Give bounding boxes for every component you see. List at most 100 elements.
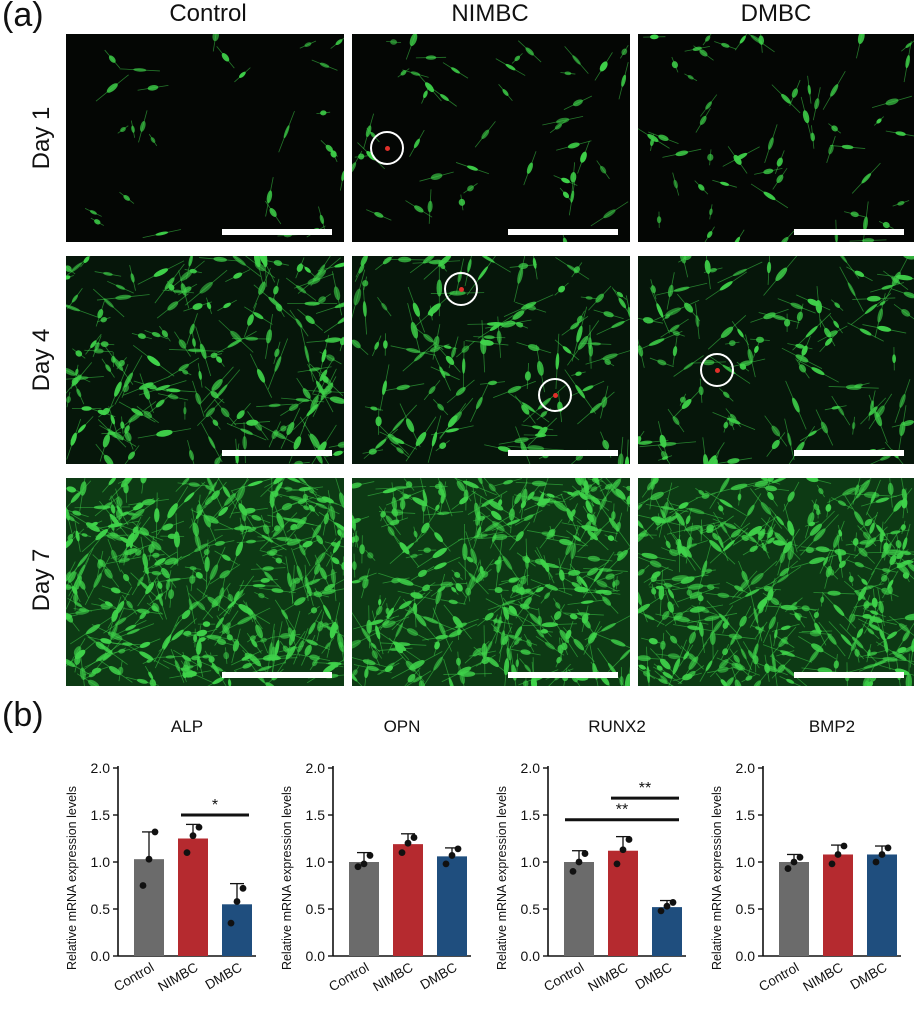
row-label-day-1: Day 1: [28, 38, 56, 238]
data-point: [146, 856, 153, 863]
cell: [427, 189, 434, 224]
cell: [692, 44, 715, 63]
cell: [365, 207, 392, 222]
column-label-dmbc: DMBC: [636, 0, 916, 28]
cell: [495, 57, 526, 77]
data-point: [582, 850, 589, 857]
cell: [750, 182, 789, 210]
cell: [595, 159, 612, 180]
cell: [103, 48, 122, 69]
cell: [693, 179, 710, 196]
data-point: [570, 868, 577, 875]
cell: [873, 115, 885, 127]
cell: [703, 226, 716, 242]
chart-title: ALP: [171, 717, 203, 736]
cell-field: [352, 478, 630, 686]
cell: [850, 237, 887, 242]
cell: [754, 166, 783, 177]
cell: [511, 52, 524, 65]
bar-nimbc: [823, 854, 853, 956]
cell: [712, 179, 737, 189]
panel-a-label: (a): [2, 0, 44, 35]
chart-title: OPN: [384, 717, 421, 736]
micrograph-dmbc-day-7: [638, 478, 914, 686]
cell: [560, 71, 575, 76]
cell: [699, 93, 719, 117]
cell: [669, 56, 681, 74]
cell: [827, 121, 843, 135]
column-label-control: Control: [68, 0, 348, 28]
scale-bar: [508, 672, 618, 678]
cell: [210, 34, 221, 52]
micrograph-control-day-1: [66, 34, 344, 242]
cell: [763, 124, 780, 164]
data-point: [190, 832, 197, 839]
significance-label: *: [212, 797, 218, 814]
cell: [142, 228, 181, 239]
cell-field: [352, 256, 630, 464]
data-point: [405, 840, 412, 847]
y-tick-label: 2.0: [306, 760, 326, 776]
dead-cell-circle: [370, 131, 404, 165]
x-tick-label: Control: [111, 960, 156, 995]
cell: [339, 161, 344, 191]
micrograph-dmbc-day-1: [638, 34, 914, 242]
significance-label: **: [616, 802, 628, 819]
cell: [473, 120, 497, 149]
cell: [643, 34, 665, 39]
scale-bar: [794, 450, 904, 456]
y-tick-label: 0.5: [736, 901, 756, 917]
data-point: [791, 859, 798, 866]
data-point: [620, 846, 627, 853]
cell: [299, 39, 317, 50]
cell: [431, 87, 458, 108]
cell: [662, 147, 702, 160]
scale-bar: [222, 229, 332, 235]
cell: [455, 161, 489, 176]
x-tick-label: Control: [541, 960, 586, 995]
y-tick-label: 1.5: [736, 807, 756, 823]
cell: [734, 34, 752, 51]
x-tick-label: DMBC: [633, 959, 675, 992]
cell: [701, 34, 714, 46]
cell: [148, 133, 159, 147]
data-point: [355, 863, 362, 870]
cell: [118, 191, 135, 206]
y-tick-label: 0.5: [306, 901, 326, 917]
y-tick-label: 2.0: [521, 760, 541, 776]
x-tick-label: DMBC: [418, 959, 460, 992]
cell: [728, 229, 745, 242]
cell: [671, 172, 681, 196]
cell: [403, 34, 423, 61]
scale-bar: [222, 672, 332, 678]
data-point: [829, 860, 836, 867]
x-tick-label: DMBC: [848, 959, 890, 992]
chart-title: BMP2: [809, 717, 855, 736]
data-point: [879, 851, 886, 858]
cell: [853, 34, 869, 59]
panel-b-label: (b): [2, 696, 44, 735]
row-label-day-7: Day 7: [28, 480, 56, 680]
y-tick-label: 1.0: [736, 854, 756, 870]
data-point: [367, 852, 374, 859]
micrograph-nimbc-day-4: [352, 256, 630, 464]
scale-bar: [508, 229, 618, 235]
data-point: [449, 852, 456, 859]
cell: [136, 110, 149, 143]
y-tick-label: 1.0: [521, 854, 541, 870]
cell: [397, 67, 411, 79]
data-point: [885, 845, 892, 852]
cell: [277, 111, 296, 153]
cell: [556, 138, 593, 152]
column-label-nimbc: NIMBC: [350, 0, 630, 28]
data-point: [140, 882, 147, 889]
significance-label: **: [639, 780, 651, 797]
y-tick-label: 1.0: [306, 854, 326, 870]
y-tick-label: 2.0: [91, 760, 111, 776]
cell: [900, 38, 914, 52]
y-axis-label: Relative mRNA expression levels: [65, 786, 79, 970]
data-point: [399, 849, 406, 856]
dead-cell-circle: [538, 378, 572, 412]
data-point: [835, 851, 842, 858]
